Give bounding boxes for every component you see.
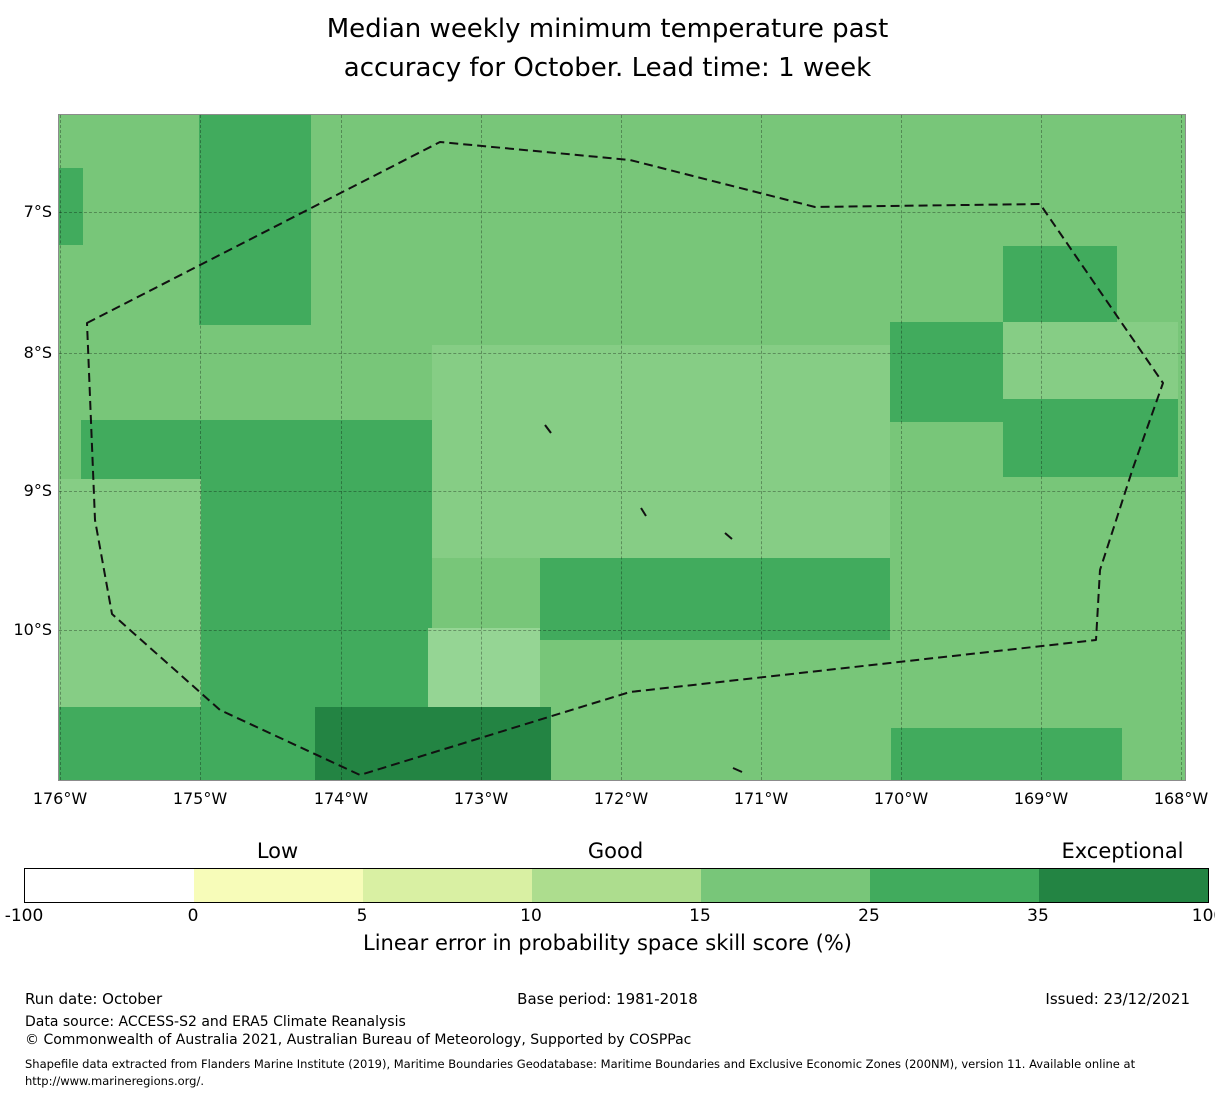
map-cell <box>1003 246 1117 322</box>
footer-shapefile-note: Shapefile data extracted from Flanders M… <box>25 1056 1193 1091</box>
lon-gridline <box>901 115 902 780</box>
island-boundary-dash <box>732 767 743 773</box>
colorbar-swatch <box>1039 869 1208 902</box>
colorbar-swatch <box>363 869 532 902</box>
colorbar-tick-label: 100 <box>1191 906 1215 926</box>
x-tick-label: 174°W <box>313 789 369 808</box>
map-cell <box>890 322 1003 422</box>
footer-copyright: © Commonwealth of Australia 2021, Austra… <box>25 1032 692 1048</box>
colorbar-tick-label: 15 <box>689 906 711 926</box>
map-cell <box>891 728 1122 780</box>
footer-shapefile-note-line1: Shapefile data extracted from Flanders M… <box>25 1057 1136 1071</box>
chart-title-line2: accuracy for October. Lead time: 1 week <box>343 53 872 83</box>
colorbar-tick-label: 25 <box>858 906 880 926</box>
map-cell <box>59 707 315 780</box>
x-tick-label: 172°W <box>593 789 649 808</box>
y-tick-label: 9°S <box>23 481 52 500</box>
footer-run-date: Run date: October <box>25 990 163 1008</box>
y-tick-label: 7°S <box>23 202 52 221</box>
lat-gridline <box>59 630 1185 631</box>
map-cell <box>428 628 540 707</box>
colorbar-swatch <box>701 869 870 902</box>
lat-gridline <box>59 491 1185 492</box>
map-cell <box>1003 399 1178 477</box>
colorbar-tick-label: 5 <box>356 906 368 926</box>
colorbar-tick-label: -100 <box>4 906 44 926</box>
colorbar-tick-label: 35 <box>1027 906 1049 926</box>
map-cell <box>199 115 311 325</box>
map-cell <box>81 420 432 479</box>
map-cell <box>432 345 890 558</box>
island-boundary-dash <box>724 532 733 540</box>
x-tick-label: 173°W <box>453 789 509 808</box>
lon-gridline <box>60 115 61 780</box>
colorbar-tick-label: 10 <box>520 906 542 926</box>
map-cell <box>59 479 201 707</box>
y-tick-label: 8°S <box>23 343 52 362</box>
footer-base-period: Base period: 1981-2018 <box>517 990 698 1008</box>
chart-title-line1: Median weekly minimum temperature past <box>326 14 889 44</box>
x-tick-label: 175°W <box>172 789 228 808</box>
colorbar-category-label: Low <box>256 839 299 863</box>
eez-boundary-svg <box>86 141 1164 776</box>
lon-gridline <box>1041 115 1042 780</box>
colorbar-swatch <box>194 869 363 902</box>
lon-gridline <box>761 115 762 780</box>
footer-data-source: Data source: ACCESS-S2 and ERA5 Climate … <box>25 1014 406 1030</box>
lon-gridline <box>341 115 342 780</box>
colorbar-swatch <box>25 869 194 902</box>
footer-shapefile-note-line2: http://www.marineregions.org/. <box>25 1074 204 1089</box>
colorbar-axis-label: Linear error in probability space skill … <box>363 931 852 955</box>
lat-gridline <box>59 212 1185 213</box>
map-cell <box>201 479 432 707</box>
colorbar-category-label: Exceptional <box>1061 839 1184 863</box>
eez-boundary-line <box>86 141 1164 776</box>
x-tick-label: 176°W <box>32 789 88 808</box>
x-tick-label: 168°W <box>1153 789 1209 808</box>
colorbar-swatch <box>870 869 1039 902</box>
map-cell <box>315 707 551 780</box>
colorbar-swatch <box>532 869 701 902</box>
lon-gridline <box>1181 115 1182 780</box>
colorbar-tick-label: 0 <box>187 906 199 926</box>
lon-gridline <box>200 115 201 780</box>
lon-gridline <box>481 115 482 780</box>
map-cell <box>1003 322 1178 399</box>
map-area <box>58 114 1186 781</box>
chart-title: Median weekly minimum temperature past a… <box>0 10 1215 88</box>
map-cell <box>59 168 83 245</box>
colorbar <box>24 868 1209 903</box>
x-tick-label: 169°W <box>1013 789 1069 808</box>
map-cell <box>540 558 890 640</box>
y-tick-label: 10°S <box>13 620 52 639</box>
colorbar-category-label: Good <box>587 839 644 863</box>
footer-issued-date: Issued: 23/12/2021 <box>1045 990 1190 1008</box>
island-boundary-dash <box>544 424 552 434</box>
lon-gridline <box>621 115 622 780</box>
x-tick-label: 171°W <box>733 789 789 808</box>
lat-gridline <box>59 353 1185 354</box>
x-tick-label: 170°W <box>873 789 929 808</box>
island-boundary-dash <box>640 507 647 517</box>
